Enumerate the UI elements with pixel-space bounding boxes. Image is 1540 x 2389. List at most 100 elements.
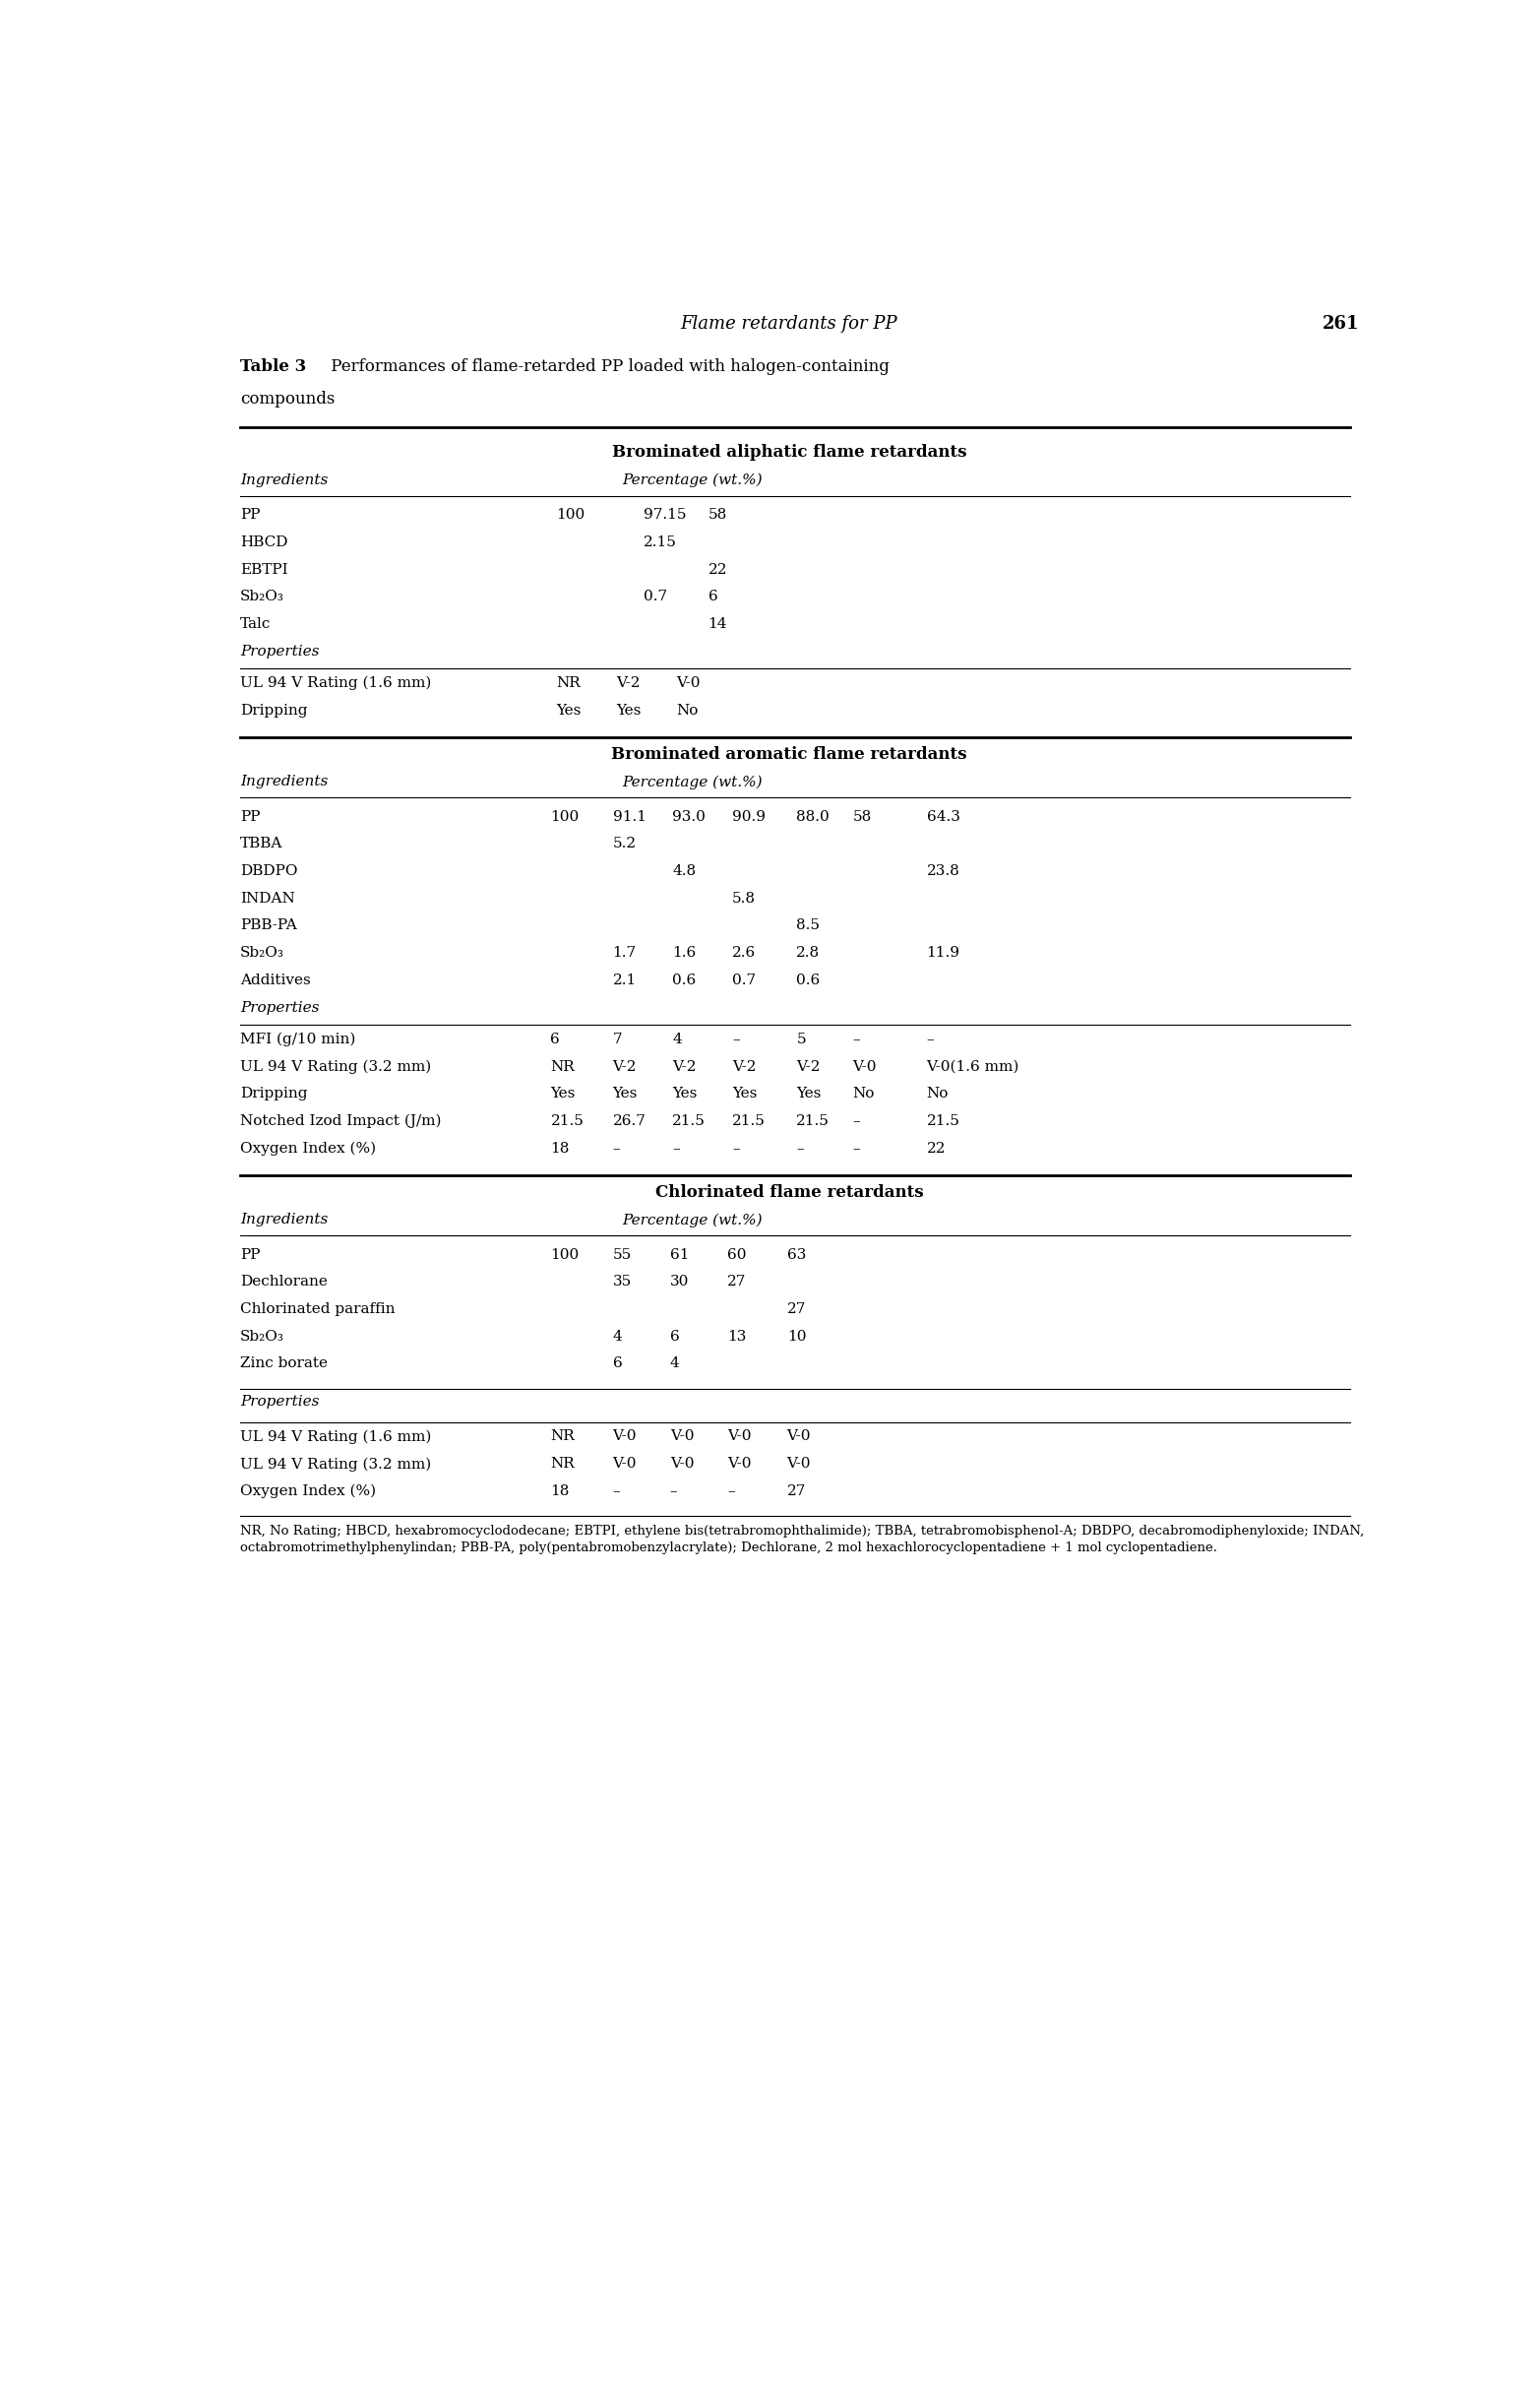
Text: No: No (676, 702, 698, 717)
Text: Percentage (wt.%): Percentage (wt.%) (622, 774, 762, 788)
Text: Ingredients: Ingredients (240, 1214, 328, 1226)
Text: Talc: Talc (240, 616, 271, 631)
Text: 2.15: 2.15 (644, 535, 678, 549)
Text: –: – (853, 1142, 859, 1156)
Text: HBCD: HBCD (240, 535, 288, 549)
Text: Properties: Properties (240, 1001, 319, 1015)
Text: 21.5: 21.5 (551, 1113, 584, 1128)
Text: Chlorinated paraffin: Chlorinated paraffin (240, 1302, 396, 1316)
Text: NR: NR (556, 676, 581, 690)
Text: –: – (853, 1032, 859, 1046)
Text: 60: 60 (727, 1247, 747, 1261)
Text: 61: 61 (670, 1247, 688, 1261)
Text: Table 3: Table 3 (240, 358, 306, 375)
Text: 88.0: 88.0 (796, 810, 830, 824)
Text: 13: 13 (727, 1331, 747, 1343)
Text: DBDPO: DBDPO (240, 865, 297, 879)
Text: 21.5: 21.5 (673, 1113, 705, 1128)
Text: Yes: Yes (613, 1087, 638, 1101)
Text: 8.5: 8.5 (796, 920, 819, 932)
Text: 4: 4 (673, 1032, 682, 1046)
Text: Yes: Yes (796, 1087, 821, 1101)
Text: Chlorinated flame retardants: Chlorinated flame retardants (654, 1185, 924, 1202)
Text: 11.9: 11.9 (927, 946, 959, 960)
Text: 27: 27 (787, 1484, 805, 1498)
Text: Zinc borate: Zinc borate (240, 1357, 328, 1371)
Text: 90.9: 90.9 (732, 810, 765, 824)
Text: 6: 6 (551, 1032, 561, 1046)
Text: V-0: V-0 (787, 1429, 812, 1443)
Text: NR: NR (551, 1429, 574, 1443)
Text: 22: 22 (708, 561, 727, 576)
Text: No: No (853, 1087, 875, 1101)
Text: 261: 261 (1323, 315, 1360, 332)
Text: Notched Izod Impact (J/m): Notched Izod Impact (J/m) (240, 1113, 442, 1128)
Text: UL 94 V Rating (1.6 mm): UL 94 V Rating (1.6 mm) (240, 676, 431, 690)
Text: 55: 55 (613, 1247, 631, 1261)
Text: 93.0: 93.0 (673, 810, 705, 824)
Text: 21.5: 21.5 (732, 1113, 765, 1128)
Text: 7: 7 (613, 1032, 622, 1046)
Text: V-2: V-2 (796, 1061, 821, 1073)
Text: 35: 35 (613, 1276, 631, 1288)
Text: Dechlorane: Dechlorane (240, 1276, 328, 1288)
Text: UL 94 V Rating (1.6 mm): UL 94 V Rating (1.6 mm) (240, 1429, 431, 1443)
Text: 58: 58 (708, 509, 727, 521)
Text: 0.7: 0.7 (644, 590, 667, 604)
Text: compounds: compounds (240, 392, 336, 409)
Text: 10: 10 (787, 1331, 805, 1343)
Text: V-0: V-0 (613, 1457, 636, 1472)
Text: Yes: Yes (556, 702, 582, 717)
Text: NR: NR (551, 1061, 574, 1073)
Text: TBBA: TBBA (240, 836, 283, 850)
Text: –: – (673, 1142, 679, 1156)
Text: 91.1: 91.1 (613, 810, 647, 824)
Text: V-2: V-2 (616, 676, 641, 690)
Text: Ingredients: Ingredients (240, 774, 328, 788)
Text: V-2: V-2 (673, 1061, 696, 1073)
Text: 2.6: 2.6 (732, 946, 756, 960)
Text: –: – (796, 1142, 804, 1156)
Text: 100: 100 (556, 509, 585, 521)
Text: Brominated aromatic flame retardants: Brominated aromatic flame retardants (611, 745, 967, 762)
Text: 22: 22 (927, 1142, 946, 1156)
Text: V-0: V-0 (670, 1429, 695, 1443)
Text: INDAN: INDAN (240, 891, 296, 905)
Text: 0.7: 0.7 (732, 972, 756, 987)
Text: NR: NR (551, 1457, 574, 1472)
Text: PBB-PA: PBB-PA (240, 920, 297, 932)
Text: EBTPI: EBTPI (240, 561, 288, 576)
Text: 5.2: 5.2 (613, 836, 636, 850)
Text: 4: 4 (613, 1331, 622, 1343)
Text: V-2: V-2 (613, 1061, 636, 1073)
Text: –: – (927, 1032, 933, 1046)
Text: NR, No Rating; HBCD, hexabromocyclododecane; EBTPI, ethylene bis(tetrabromophtha: NR, No Rating; HBCD, hexabromocyclododec… (240, 1524, 1364, 1539)
Text: octabromotrimethylphenylindan; PBB-PA, poly(pentabromobenzylacrylate); Dechloran: octabromotrimethylphenylindan; PBB-PA, p… (240, 1541, 1218, 1555)
Text: PP: PP (240, 810, 260, 824)
Text: Sb₂O₃: Sb₂O₃ (240, 946, 285, 960)
Text: 23.8: 23.8 (927, 865, 959, 879)
Text: 64.3: 64.3 (927, 810, 959, 824)
Text: V-0: V-0 (670, 1457, 695, 1472)
Text: Yes: Yes (616, 702, 641, 717)
Text: PP: PP (240, 1247, 260, 1261)
Text: V-0: V-0 (676, 676, 701, 690)
Text: Percentage (wt.%): Percentage (wt.%) (622, 1214, 762, 1228)
Text: V-0: V-0 (853, 1061, 876, 1073)
Text: –: – (613, 1142, 621, 1156)
Text: 97.15: 97.15 (644, 509, 687, 521)
Text: 30: 30 (670, 1276, 688, 1288)
Text: V-0: V-0 (613, 1429, 636, 1443)
Text: Properties: Properties (240, 645, 319, 659)
Text: 21.5: 21.5 (796, 1113, 830, 1128)
Text: 0.6: 0.6 (796, 972, 821, 987)
Text: 4: 4 (670, 1357, 679, 1371)
Text: 5: 5 (796, 1032, 805, 1046)
Text: Yes: Yes (551, 1087, 576, 1101)
Text: 2.1: 2.1 (613, 972, 636, 987)
Text: –: – (727, 1484, 735, 1498)
Text: Performances of flame-retarded PP loaded with halogen-containing: Performances of flame-retarded PP loaded… (326, 358, 890, 375)
Text: Oxygen Index (%): Oxygen Index (%) (240, 1142, 376, 1156)
Text: 63: 63 (787, 1247, 805, 1261)
Text: –: – (613, 1484, 621, 1498)
